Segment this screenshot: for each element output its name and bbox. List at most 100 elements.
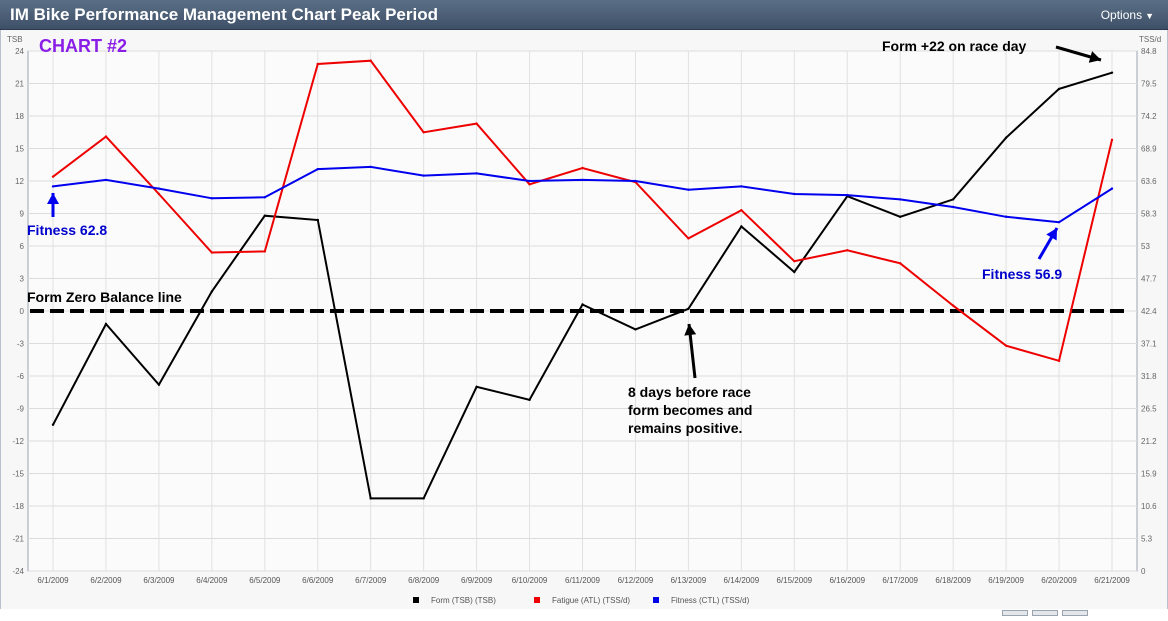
x-tick-label: 6/14/2009 — [724, 576, 760, 585]
data-point-fatigue — [157, 192, 161, 196]
fitness-start-annotation: Fitness 62.8 — [27, 222, 107, 238]
data-point-fatigue — [793, 259, 796, 263]
data-point-fatigue — [475, 122, 478, 125]
data-point-fitness — [263, 196, 266, 199]
data-point-fatigue — [740, 209, 743, 212]
y-tick-label-right: 21.2 — [1141, 437, 1157, 446]
y-tick-label-right: 63.6 — [1141, 177, 1157, 186]
x-tick-label: 6/21/2009 — [1094, 576, 1130, 585]
x-tick-label: 6/3/2009 — [143, 576, 175, 585]
x-tick-label: 6/6/2009 — [302, 576, 334, 585]
y-tick-label-right: 5.3 — [1141, 535, 1153, 544]
y-tick-label-left: 6 — [20, 242, 25, 251]
data-point-form — [793, 270, 796, 274]
window-titlebar: IM Bike Performance Management Chart Pea… — [0, 0, 1168, 30]
y-tick-label-right: 37.1 — [1141, 340, 1157, 349]
x-tick-label: 6/20/2009 — [1041, 576, 1077, 585]
options-menu-button[interactable]: Options ▼ — [1101, 8, 1154, 22]
data-point-fitness — [528, 179, 531, 183]
data-point-form — [899, 215, 902, 218]
y-tick-label-right: 10.6 — [1141, 502, 1157, 511]
footer-button[interactable] — [1062, 610, 1088, 616]
x-tick-label: 6/18/2009 — [935, 576, 971, 585]
data-point-form — [1110, 71, 1114, 74]
data-point-fitness — [1057, 220, 1061, 224]
chevron-down-icon: ▼ — [1145, 11, 1154, 21]
data-point-fitness — [157, 187, 161, 190]
data-point-fatigue — [104, 135, 108, 138]
positive-form-annotation-line: remains positive. — [628, 420, 742, 436]
data-point-form — [316, 218, 319, 222]
legend-label: Fitness (CTL) (TSS/d) — [671, 596, 750, 605]
data-point-form — [1004, 136, 1008, 139]
fitness-end-arrow-head — [1046, 228, 1057, 241]
data-point-form — [104, 322, 108, 326]
data-point-fitness — [899, 198, 902, 201]
performance-chart: 24 84.8 21 79.5 18 74.2 15 68.9 12 63.6 9 58.3 6 53 3 4… — [7, 35, 1161, 605]
y-tick-label-right: 47.7 — [1141, 275, 1157, 284]
y-tick-label-left: -6 — [17, 372, 25, 381]
data-point-fatigue — [51, 175, 55, 178]
data-point-fatigue — [316, 62, 319, 66]
window-title: IM Bike Performance Management Chart Pea… — [10, 5, 438, 24]
footer-controls — [998, 603, 1168, 616]
y-tick-label-right: 58.3 — [1141, 210, 1157, 219]
data-point-fitness — [422, 174, 425, 177]
data-point-fatigue — [846, 249, 849, 252]
y-tick-label-right: 0 — [1141, 567, 1146, 576]
data-point-fitness — [634, 179, 637, 183]
data-point-fitness — [475, 172, 478, 175]
footer-button[interactable] — [1032, 610, 1058, 616]
footer-button[interactable] — [1002, 610, 1028, 616]
data-point-fitness — [369, 165, 372, 169]
data-point-form — [422, 497, 425, 500]
y-tick-label-left: 3 — [20, 275, 25, 284]
zero-line-annotation: Form Zero Balance line — [27, 289, 182, 305]
data-point-fitness — [846, 193, 849, 197]
y-tick-label-left: -15 — [12, 470, 24, 479]
x-tick-label: 6/7/2009 — [355, 576, 387, 585]
x-tick-label: 6/10/2009 — [512, 576, 548, 585]
y-tick-label-right: 15.9 — [1141, 470, 1157, 479]
x-tick-label: 6/2/2009 — [90, 576, 122, 585]
data-point-form — [740, 225, 743, 228]
chart-panel: 24 84.8 21 79.5 18 74.2 15 68.9 12 63.6 9 58.3 6 53 3 4… — [0, 30, 1168, 609]
y-tick-label-right: 79.5 — [1141, 80, 1157, 89]
fitness-start-arrow-head — [47, 193, 59, 204]
right-axis-label: TSS/d — [1139, 35, 1161, 44]
options-label: Options — [1100, 8, 1143, 22]
data-point-fatigue — [263, 250, 266, 253]
positive-form-arrow-head — [684, 324, 697, 336]
legend-swatch — [413, 597, 419, 603]
y-tick-label-left: -18 — [12, 502, 24, 511]
data-point-fitness — [1004, 215, 1008, 218]
data-point-form — [263, 214, 266, 217]
x-tick-label: 6/4/2009 — [196, 576, 228, 585]
data-point-fatigue — [210, 251, 214, 254]
data-point-form — [581, 303, 584, 306]
x-tick-label: 6/17/2009 — [882, 576, 918, 585]
data-point-fatigue — [1110, 138, 1114, 142]
y-tick-label-left: -21 — [12, 535, 24, 544]
legend-label: Fatigue (ATL) (TSS/d) — [552, 596, 630, 605]
legend-swatch — [653, 597, 659, 603]
positive-form-annotation-line: form becomes and — [628, 402, 752, 418]
y-tick-label-right: 84.8 — [1141, 47, 1157, 56]
data-point-fatigue — [687, 237, 690, 240]
y-tick-label-left: 21 — [15, 80, 24, 89]
y-tick-label-right: 53 — [1141, 242, 1150, 251]
y-tick-label-left: 18 — [15, 112, 24, 121]
y-tick-label-right: 74.2 — [1141, 112, 1157, 121]
data-point-form — [951, 198, 955, 201]
data-point-fitness — [793, 192, 796, 196]
legend-label: Form (TSB) (TSB) — [431, 596, 496, 605]
x-tick-label: 6/8/2009 — [408, 576, 440, 585]
data-point-fatigue — [899, 262, 902, 265]
data-point-form — [475, 385, 478, 389]
race-day-annotation: Form +22 on race day — [882, 38, 1027, 54]
left-axis-label: TSB — [7, 35, 23, 44]
y-tick-label-right: 26.5 — [1141, 405, 1157, 414]
data-point-form — [210, 290, 214, 293]
data-point-fatigue — [1057, 359, 1061, 363]
data-point-fatigue — [581, 166, 584, 170]
